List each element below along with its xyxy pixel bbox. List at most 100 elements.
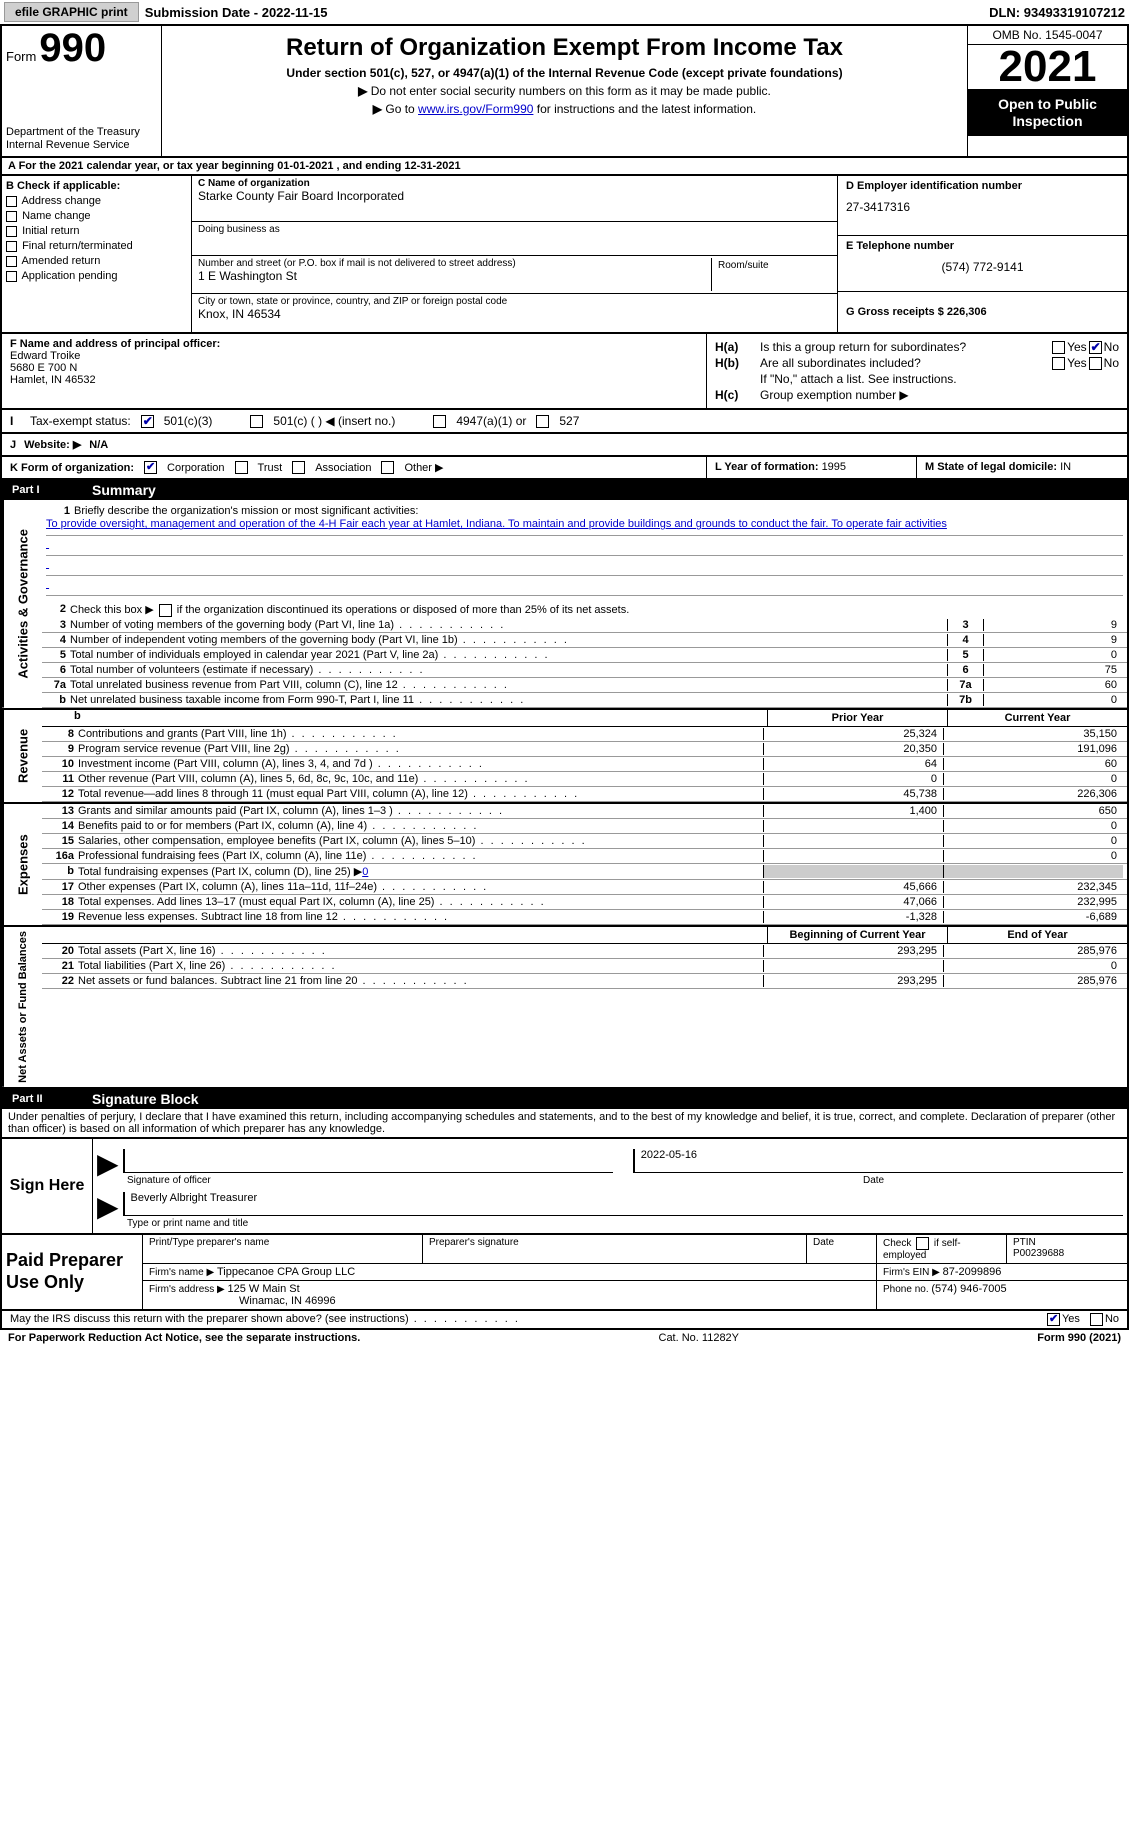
chk-501c3[interactable] <box>141 415 154 428</box>
chk-amended-return[interactable]: Amended return <box>6 255 187 267</box>
chk-other[interactable] <box>381 461 394 474</box>
signature-date-field[interactable]: 2022-05-16 <box>633 1149 1123 1173</box>
expense-line: 17Other expenses (Part IX, column (A), l… <box>42 880 1127 895</box>
org-name: Starke County Fair Board Incorporated <box>198 189 831 203</box>
submission-date-label: Submission Date - 2022-11-15 <box>145 5 328 20</box>
form-label: Form <box>6 49 36 64</box>
officer-addr1: 5680 E 700 N <box>10 362 698 374</box>
net-assets-line: 20Total assets (Part X, line 16)293,2952… <box>42 944 1127 959</box>
chk-initial-return[interactable]: Initial return <box>6 225 187 237</box>
prior-year-hdr: Prior Year <box>767 710 947 726</box>
signature-arrow-icon: ▶ <box>97 1156 119 1173</box>
form-org-row: K Form of organization: Corporation Trus… <box>0 457 1129 480</box>
row-a-tax-year: A For the 2021 calendar year, or tax yea… <box>0 158 1129 176</box>
org-city: Knox, IN 46534 <box>198 307 831 321</box>
ptin-value: P00239688 <box>1013 1248 1121 1259</box>
form-number: 990 <box>39 26 106 70</box>
website-value: N/A <box>89 439 108 451</box>
summary-line: 4Number of independent voting members of… <box>42 633 1127 648</box>
form-note-1: ▶ Do not enter social security numbers o… <box>166 84 963 98</box>
chk-trust[interactable] <box>235 461 248 474</box>
paid-preparer-label: Paid Preparer Use Only <box>2 1235 142 1309</box>
revenue-line: 9Program service revenue (Part VIII, lin… <box>42 742 1127 757</box>
chk-name-change[interactable]: Name change <box>6 210 187 222</box>
top-bar: efile GRAPHIC print Submission Date - 20… <box>0 0 1129 25</box>
expense-line: 18Total expenses. Add lines 13–17 (must … <box>42 895 1127 910</box>
room-suite-label: Room/suite <box>711 258 831 291</box>
net-assets-section: Net Assets or Fund Balances Beginning of… <box>0 927 1129 1089</box>
hb-note: If "No," attach a list. See instructions… <box>715 372 1119 386</box>
expense-line: 13Grants and similar amounts paid (Part … <box>42 804 1127 819</box>
mission-text: To provide oversight, management and ope… <box>46 518 1123 536</box>
hb-no-checkbox[interactable] <box>1089 357 1102 370</box>
jurat-text: Under penalties of perjury, I declare th… <box>0 1109 1129 1139</box>
firm-addr1: 125 W Main St <box>228 1283 300 1295</box>
sign-here-label: Sign Here <box>2 1139 92 1233</box>
summary-line: 3Number of voting members of the governi… <box>42 618 1127 633</box>
officer-signature-field[interactable] <box>123 1149 613 1173</box>
form-title: Return of Organization Exempt From Incom… <box>166 34 963 62</box>
ein-value: 27-3417316 <box>846 200 1119 214</box>
ha-no-checkbox[interactable] <box>1089 341 1102 354</box>
form-footer: Form 990 (2021) <box>1037 1332 1121 1344</box>
form-header: Form 990 Department of the Treasury Inte… <box>0 25 1129 158</box>
chk-discontinued[interactable] <box>159 604 172 617</box>
year-formation: 1995 <box>822 461 846 473</box>
summary-line: 6Total number of volunteers (estimate if… <box>42 663 1127 678</box>
chk-application-pending[interactable]: Application pending <box>6 270 187 282</box>
section-b-header-block: B Check if applicable: Address change Na… <box>0 176 1129 334</box>
eoy-hdr: End of Year <box>947 927 1127 943</box>
expenses-section: Expenses 13Grants and similar amounts pa… <box>0 804 1129 927</box>
expense-line: 19Revenue less expenses. Subtract line 1… <box>42 910 1127 925</box>
prep-date-hdr: Date <box>807 1235 877 1263</box>
footer: For Paperwork Reduction Act Notice, see … <box>0 1330 1129 1346</box>
expense-line: 16aProfessional fundraising fees (Part I… <box>42 849 1127 864</box>
dln-label: DLN: 93493319107212 <box>989 5 1125 20</box>
efile-print-button[interactable]: efile GRAPHIC print <box>4 2 139 22</box>
prep-sig-hdr: Preparer's signature <box>423 1235 807 1263</box>
chk-501c[interactable] <box>250 415 263 428</box>
ag-label: Activities & Governance <box>2 500 42 708</box>
gross-receipts: 226,306 <box>947 306 987 318</box>
expense-line: bTotal fundraising expenses (Part IX, co… <box>42 864 1127 880</box>
chk-527[interactable] <box>536 415 549 428</box>
part-1-header: Part I Summary <box>0 480 1129 500</box>
revenue-label: Revenue <box>2 710 42 802</box>
net-assets-label: Net Assets or Fund Balances <box>2 927 42 1087</box>
paperwork-notice: For Paperwork Reduction Act Notice, see … <box>8 1332 360 1344</box>
revenue-section: Revenue b Prior Year Current Year 8Contr… <box>0 710 1129 804</box>
expenses-label: Expenses <box>2 804 42 925</box>
activities-governance-section: Activities & Governance 1 Briefly descri… <box>0 500 1129 710</box>
net-assets-line: 21Total liabilities (Part X, line 26)0 <box>42 959 1127 974</box>
expense-line: 14Benefits paid to or for members (Part … <box>42 819 1127 834</box>
revenue-line: 8Contributions and grants (Part VIII, li… <box>42 727 1127 742</box>
ha-yes-checkbox[interactable] <box>1052 341 1065 354</box>
discuss-no-checkbox[interactable] <box>1090 1313 1103 1326</box>
chk-association[interactable] <box>292 461 305 474</box>
chk-corporation[interactable] <box>144 461 157 474</box>
discuss-yes-checkbox[interactable] <box>1047 1313 1060 1326</box>
officer-name-field[interactable]: Beverly Albright Treasurer <box>123 1192 1123 1216</box>
net-assets-line: 22Net assets or fund balances. Subtract … <box>42 974 1127 989</box>
prep-name-hdr: Print/Type preparer's name <box>143 1235 423 1263</box>
paid-preparer-block: Paid Preparer Use Only Print/Type prepar… <box>0 1235 1129 1311</box>
dba-label: Doing business as <box>198 224 831 235</box>
check-if-applicable: B Check if applicable: Address change Na… <box>2 176 192 332</box>
part-2-header: Part II Signature Block <box>0 1089 1129 1109</box>
irs-link[interactable]: www.irs.gov/Form990 <box>418 102 533 116</box>
hb-yes-checkbox[interactable] <box>1052 357 1065 370</box>
sign-here-block: Sign Here ▶ 2022-05-16 Signature of offi… <box>0 1139 1129 1235</box>
form-subtitle: Under section 501(c), 527, or 4947(a)(1)… <box>166 66 963 80</box>
name-arrow-icon: ▶ <box>97 1199 119 1216</box>
summary-line: 7aTotal unrelated business revenue from … <box>42 678 1127 693</box>
chk-4947[interactable] <box>433 415 446 428</box>
revenue-line: 12Total revenue—add lines 8 through 11 (… <box>42 787 1127 802</box>
chk-address-change[interactable]: Address change <box>6 195 187 207</box>
firm-addr2: Winamac, IN 46996 <box>239 1295 870 1307</box>
chk-final-return[interactable]: Final return/terminated <box>6 240 187 252</box>
website-row: J Website: ▶ N/A <box>0 434 1129 457</box>
chk-self-employed[interactable] <box>916 1237 929 1250</box>
officer-name: Edward Troike <box>10 350 698 362</box>
tax-year: 2021 <box>968 45 1127 90</box>
dept-label: Department of the Treasury Internal Reve… <box>6 126 157 152</box>
